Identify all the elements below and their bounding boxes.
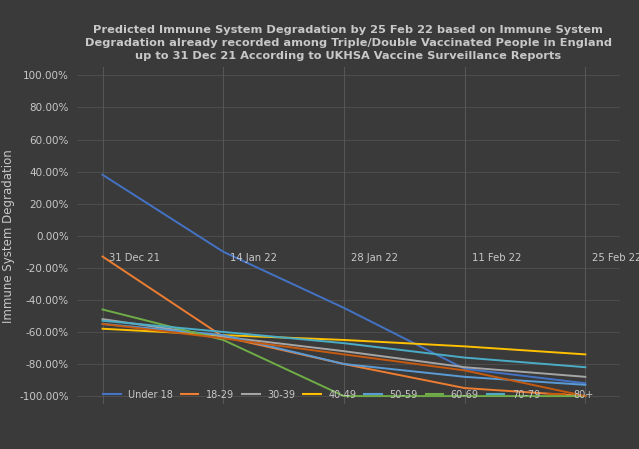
- Text: 11 Feb 22: 11 Feb 22: [472, 253, 521, 263]
- Text: 25 Feb 22: 25 Feb 22: [592, 253, 639, 263]
- Y-axis label: Immune System Degradation: Immune System Degradation: [3, 149, 15, 322]
- Title: Predicted Immune System Degradation by 25 Feb 22 based on Immune System
Degradat: Predicted Immune System Degradation by 2…: [85, 25, 612, 61]
- Text: 28 Jan 22: 28 Jan 22: [351, 253, 398, 263]
- Text: 14 Jan 22: 14 Jan 22: [230, 253, 277, 263]
- Legend: Under 18, 18-29, 30-39, 40-49, 50-59, 60-69, 70-79, 80+: Under 18, 18-29, 30-39, 40-49, 50-59, 60…: [100, 387, 596, 403]
- Text: 31 Dec 21: 31 Dec 21: [109, 253, 160, 263]
